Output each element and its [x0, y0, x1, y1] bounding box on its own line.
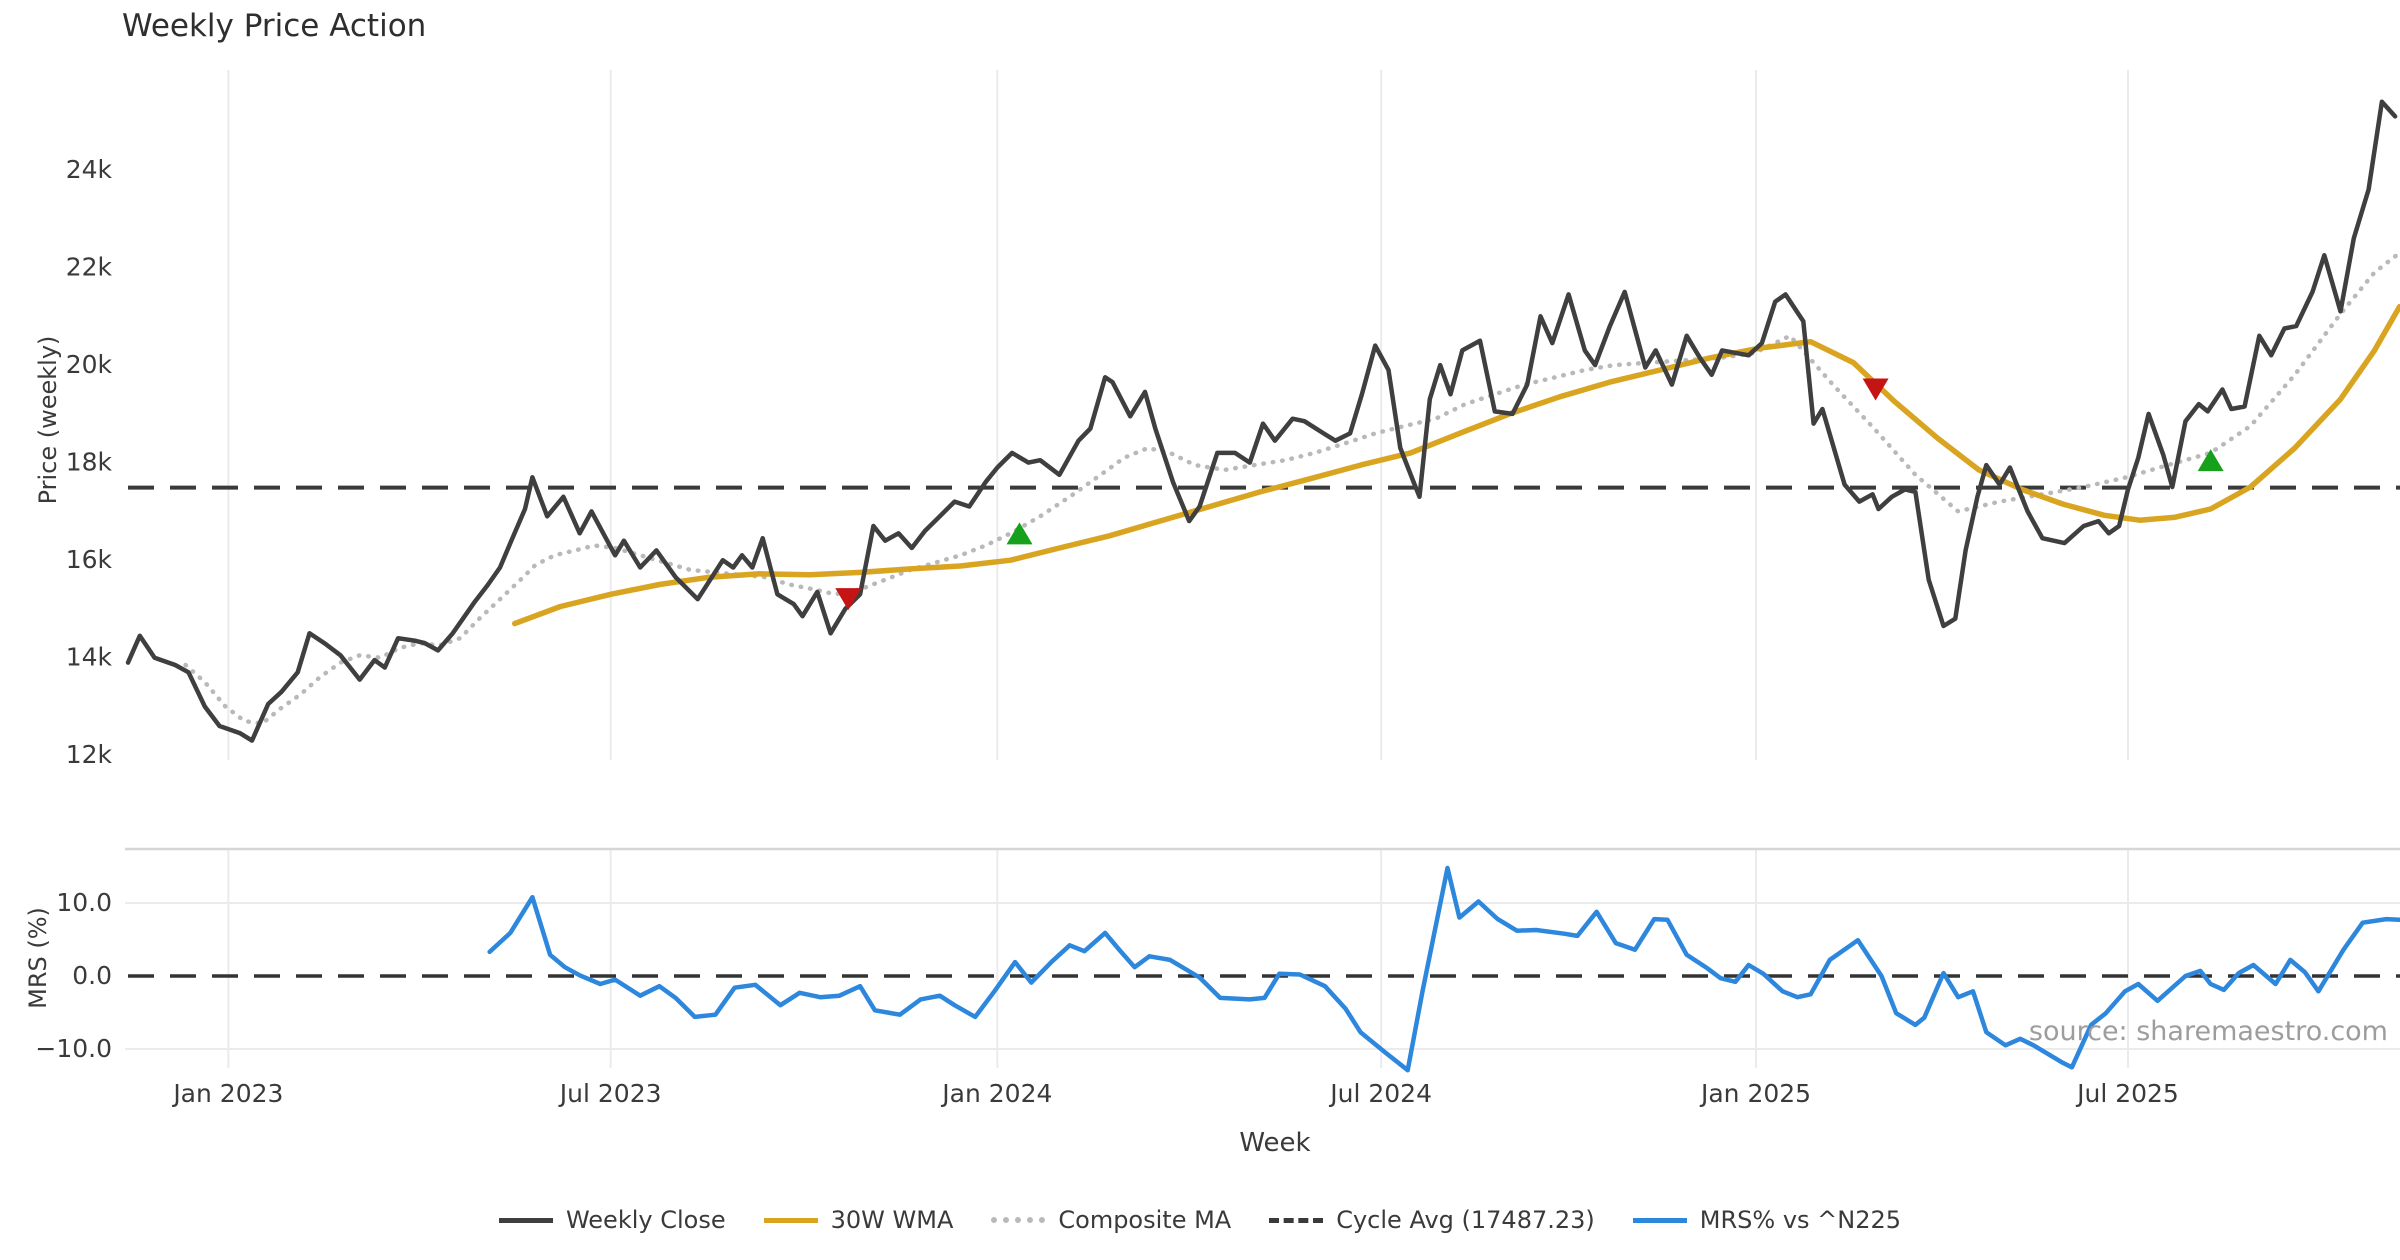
legend-label: Composite MA	[1058, 1206, 1232, 1234]
mrs-ytick-label: 10.0	[56, 888, 112, 917]
wma-line-swatch	[763, 1217, 818, 1223]
legend-item-cycle-avg: Cycle Avg (17487.23)	[1269, 1206, 1595, 1234]
weekly-close-line-swatch	[498, 1217, 553, 1223]
legend-item-30w-wma: 30W WMA	[763, 1206, 954, 1234]
week-xtick-label: Jan 2024	[940, 1079, 1052, 1108]
week-xtick-label: Jan 2025	[1699, 1079, 1811, 1108]
price-ytick-label: 14k	[66, 643, 113, 672]
week-xtick-label: Jul 2023	[558, 1079, 662, 1108]
composite-ma-line-swatch	[991, 1217, 1046, 1223]
legend-item-weekly-close: Weekly Close	[498, 1206, 726, 1234]
legend-label: Cycle Avg (17487.23)	[1336, 1206, 1595, 1234]
legend-label: 30W WMA	[830, 1206, 954, 1234]
weekly-close-line	[125, 99, 2398, 743]
week-xtick-label: Jan 2023	[171, 1079, 283, 1108]
chart-title: Weekly Price Action	[122, 8, 427, 44]
week-xtick-label: Jul 2024	[1328, 1079, 1432, 1108]
mrs-ytick-label: 0.0	[72, 961, 112, 990]
sell-marker	[1862, 378, 1889, 401]
legend-label: Weekly Close	[565, 1206, 726, 1234]
price-ytick-label: 24k	[66, 155, 113, 184]
mrs-axis-title: MRS (%)	[24, 907, 52, 1009]
price-ytick-label: 22k	[66, 253, 113, 282]
week-axis-title: Week	[1239, 1128, 1311, 1158]
price-ytick-label: 16k	[66, 545, 113, 574]
week-xtick-label: Jul 2025	[2075, 1079, 2179, 1108]
price-ytick-label: 20k	[66, 350, 113, 379]
legend-label: MRS% vs ^N225	[1699, 1206, 1902, 1234]
watermark: source: sharemaestro.com	[2028, 1016, 2388, 1047]
cycle-avg-line-swatch	[1269, 1217, 1324, 1223]
price-ytick-label: 18k	[66, 448, 113, 477]
buy-marker	[2197, 449, 2224, 472]
price-axis-title: Price (weekly)	[34, 335, 62, 505]
price-ytick-label: 12k	[66, 740, 113, 769]
buy-marker	[1006, 522, 1033, 545]
legend-item-mrs: MRS% vs ^N225	[1632, 1206, 1902, 1234]
legend: Weekly Close 30W WMA Composite MA Cycle …	[0, 1206, 2400, 1234]
mrs-line	[487, 865, 2400, 1073]
mrs-line-swatch	[1632, 1217, 1687, 1223]
wma-line	[511, 303, 2400, 627]
mrs-ytick-label: −10.0	[35, 1034, 112, 1063]
legend-item-composite-ma: Composite MA	[991, 1206, 1231, 1234]
sell-marker	[835, 588, 862, 611]
